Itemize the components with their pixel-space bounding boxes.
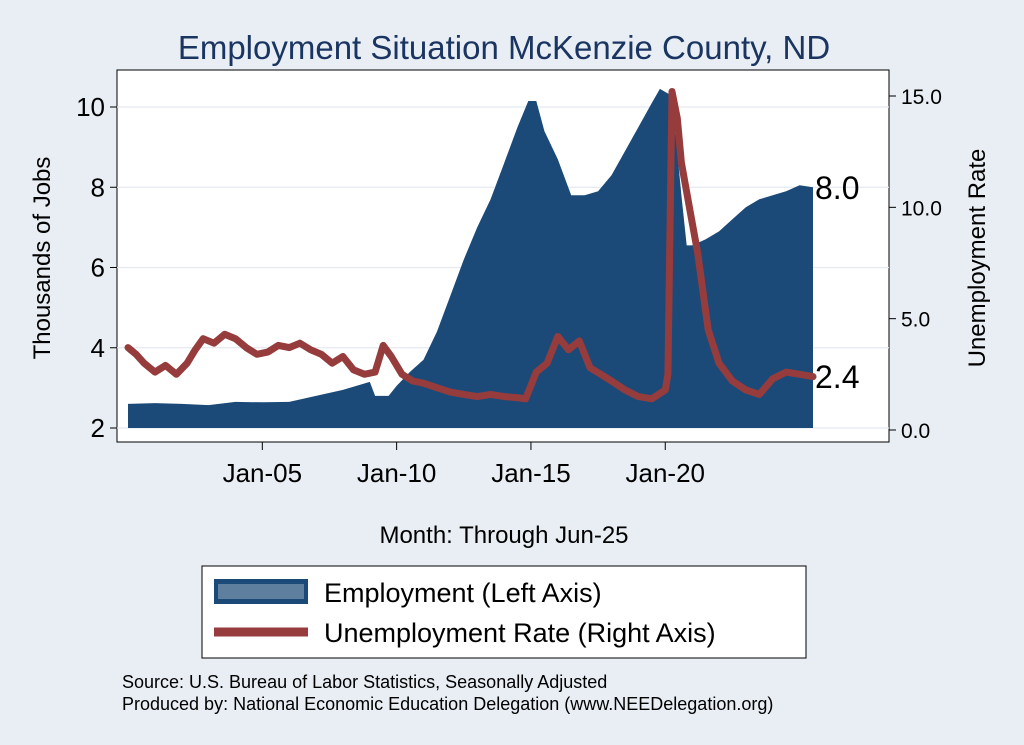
legend: Employment (Left Axis) Unemployment Rate… [201, 565, 807, 659]
employment-area [128, 88, 813, 429]
unemployment-line-layer [124, 88, 817, 403]
x-tick-label-Jan-15: Jan-15 [491, 458, 571, 488]
left-tick-label-4: 4 [91, 333, 105, 363]
producer-line: Produced by: National Economic Education… [122, 694, 773, 714]
unemployment-line [124, 88, 817, 403]
x-axis-label: Month: Through Jun-25 [379, 522, 628, 549]
source-line: Source: U.S. Bureau of Labor Statistics,… [122, 672, 607, 692]
x-tick-label-Jan-10: Jan-10 [357, 458, 437, 488]
x-tick-label-Jan-20: Jan-20 [626, 458, 706, 488]
right-tick-label-0.0: 0.0 [901, 420, 930, 443]
left-tick-label-10: 10 [76, 92, 105, 122]
legend-label-unemployment: Unemployment Rate (Right Axis) [324, 618, 716, 648]
legend-label-employment: Employment (Left Axis) [324, 578, 602, 608]
left-tick-label-6: 6 [91, 253, 105, 283]
employment-area-layer [128, 88, 813, 429]
left-tick-label-2: 2 [91, 413, 105, 443]
employment-end-label: 8.0 [815, 170, 859, 206]
right-tick-label-10.0: 10.0 [901, 197, 942, 220]
axes: 2 4 6 8 10 0.0 5.0 10.0 15.0 Jan-05 Jan-10 Jan-15 Ja… [76, 86, 942, 488]
x-tick-label-Jan-05: Jan-05 [223, 458, 303, 488]
right-axis-label: Unemployment Rate [964, 149, 991, 368]
right-tick-label-5.0: 5.0 [901, 309, 930, 332]
left-tick-label-8: 8 [91, 172, 105, 202]
right-tick-label-15.0: 15.0 [901, 86, 942, 109]
chart-title: Employment Situation McKenzie County, ND [178, 29, 830, 66]
unemployment-end-label: 2.4 [815, 359, 859, 395]
left-axis-label: Thousands of Jobs [29, 157, 56, 360]
legend-swatch-employment-inner [218, 584, 304, 599]
